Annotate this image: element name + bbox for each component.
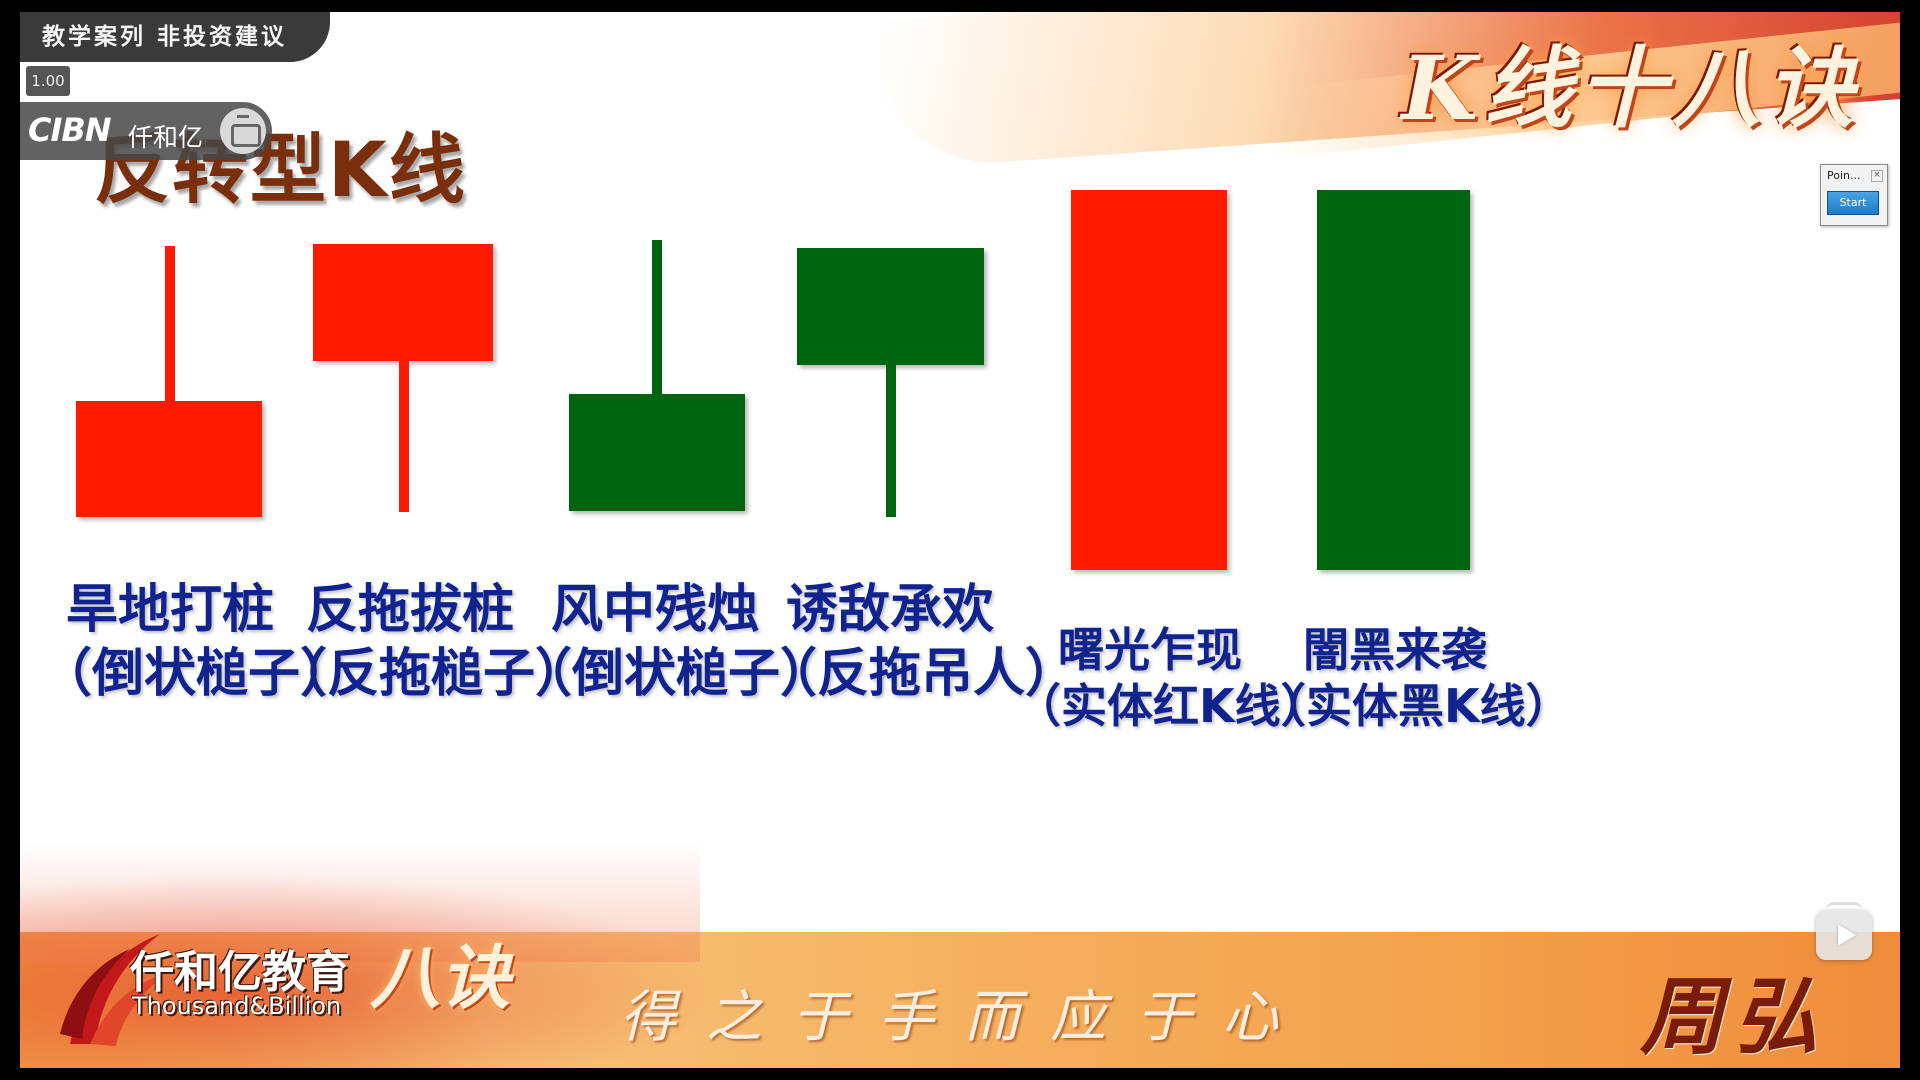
channel-name: 仟和亿: [128, 123, 204, 152]
channel-watermark: CIBN 仟和亿: [20, 102, 272, 160]
candle-2-name: 反拖拔桩: [305, 580, 514, 640]
play-button[interactable]: [1816, 902, 1872, 960]
candle-4-name: 诱敌承欢: [785, 580, 994, 640]
candle-1-name: 旱地打桩: [65, 580, 274, 640]
tv-icon: [220, 108, 266, 154]
candle-3-alias: （倒状槌子）: [520, 644, 833, 704]
candle-5-body: [1071, 190, 1227, 570]
candle-3-caption: 风中残烛 （倒状槌子）: [520, 578, 833, 706]
candle-1-body: [76, 401, 262, 517]
candle-6-caption: 闇黑来袭 （实体黑K线）: [1260, 622, 1572, 734]
footer-series-art: 八诀: [370, 936, 510, 1019]
disclaimer-tag: 教学案列 非投资建议: [20, 12, 330, 62]
playback-speed-badge[interactable]: 1.00: [26, 66, 70, 96]
candle-1-alias: （倒状槌子）: [40, 644, 353, 704]
candle-4-body: [797, 248, 984, 365]
candle-4-lower-shadow: [886, 362, 896, 517]
candle-5-alias: （实体红K线）: [1015, 679, 1327, 733]
pointer-widget: Poin... × Start: [1820, 164, 1888, 226]
candle-6-alias: （实体黑K线）: [1260, 679, 1572, 733]
close-icon[interactable]: ×: [1871, 170, 1883, 182]
series-title-art: K线十八诀: [1401, 36, 1860, 140]
slide: K线十八诀 反转型K线 Poin... × Start 旱地打桩 （倒状槌子） …: [20, 12, 1900, 1068]
candle-5-name: 曙光乍现: [1058, 623, 1242, 677]
candle-4-caption: 诱敌承欢 （反拖吊人）: [765, 578, 1078, 706]
candle-2-body: [313, 244, 493, 361]
start-button[interactable]: Start: [1827, 191, 1879, 215]
play-icon: [1838, 924, 1856, 946]
candle-3-upper-shadow: [652, 240, 662, 400]
logo-swoosh-icon: [60, 934, 165, 1046]
logo-text-cn: 仟和亿教育: [130, 947, 350, 998]
candle-3-name: 风中残烛: [550, 580, 759, 640]
pointer-widget-title: Poin...: [1827, 169, 1861, 182]
candle-6-name: 闇黑来袭: [1303, 623, 1487, 677]
footer-banner: 仟和亿教育 Thousand&Billion 八诀 得之于手而应于心 周弘: [20, 842, 1900, 1068]
candle-4-alias: （反拖吊人）: [765, 644, 1078, 704]
candle-1-caption: 旱地打桩 （倒状槌子）: [40, 578, 353, 706]
candle-2-lower-shadow: [399, 357, 409, 512]
candle-2-alias: （反拖槌子）: [275, 644, 588, 704]
candle-6-body: [1317, 190, 1470, 570]
logo-text-en: Thousand&Billion: [132, 992, 342, 1020]
candle-5-caption: 曙光乍现 （实体红K线）: [1015, 622, 1327, 734]
candle-1-upper-shadow: [165, 246, 175, 406]
presenter-name: 周弘: [1640, 967, 1829, 1066]
candle-2-caption: 反拖拔桩 （反拖槌子）: [275, 578, 588, 706]
channel-brand: CIBN: [28, 111, 112, 149]
footer-motto: 得之于手而应于心: [620, 985, 1308, 1050]
candle-3-body: [569, 394, 745, 511]
